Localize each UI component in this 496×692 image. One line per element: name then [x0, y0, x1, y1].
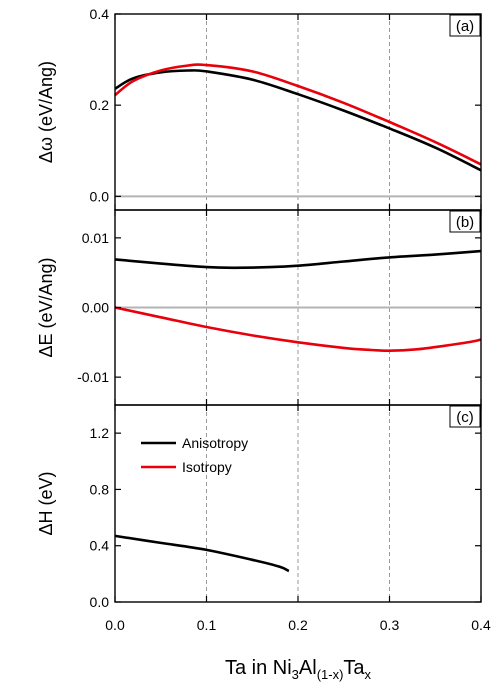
- y-axis-label-p1: ΔE (eV/Ang): [36, 257, 56, 357]
- panel-tag-p2: (c): [456, 409, 474, 426]
- series-anisotropy-line-p1: [114, 249, 482, 270]
- x-axis-label-mid: Al: [299, 657, 317, 679]
- x-axis-label-sub1: 3: [292, 667, 299, 682]
- xtick-label-4: 0.4: [471, 617, 491, 633]
- series-anisotropy-line-p2: [114, 534, 290, 573]
- series-isotropy-line-p1: [114, 306, 482, 353]
- xtick-label-1: 0.1: [197, 617, 217, 633]
- ytick-label-p1-0: 0.01: [82, 230, 109, 246]
- legend-label-0: Anisotropy: [182, 435, 248, 451]
- x-axis-label-sub2: (1-x): [317, 667, 344, 682]
- panel-tag-box-p2: [449, 405, 481, 428]
- ytick-label-p0-2: 0.4: [90, 6, 110, 22]
- xtick-label-0: 0.0: [105, 617, 125, 633]
- y-axis-label-p2: ΔH (eV): [36, 471, 56, 535]
- ytick-label-p1-1: 0.00: [82, 300, 109, 316]
- panel-tag-box-p1: [449, 210, 481, 233]
- ytick-label-p0-1: 0.2: [90, 97, 110, 113]
- ytick-label-p1-2: -0.01: [77, 369, 109, 385]
- legend-label-1: Isotropy: [182, 459, 232, 475]
- x-axis-label-sub3: x: [365, 667, 372, 682]
- x-axis-label-end: Ta: [343, 657, 365, 679]
- x-axis-label: Ta in Ni3Al(1-x)Tax: [225, 657, 372, 682]
- ytick-label-p2-2: 0.8: [90, 481, 110, 497]
- panel-tag-p1: (b): [456, 214, 474, 231]
- ytick-label-p0-0: 0.0: [90, 188, 110, 204]
- ytick-label-p2-1: 0.4: [90, 538, 110, 554]
- ytick-label-p2-3: 1.2: [90, 425, 110, 441]
- series-isotropy-line-p0: [114, 63, 482, 166]
- xtick-label-2: 0.2: [288, 617, 308, 633]
- x-axis-label-main: Ta in Ni: [225, 657, 292, 679]
- ytick-label-p2-0: 0.0: [90, 594, 110, 610]
- xtick-label-3: 0.3: [380, 617, 400, 633]
- panel-tag-box-p0: [449, 14, 481, 37]
- y-axis-label-p0: Δω (eV/Ang): [36, 61, 56, 163]
- panel-tag-p0: (a): [456, 18, 474, 35]
